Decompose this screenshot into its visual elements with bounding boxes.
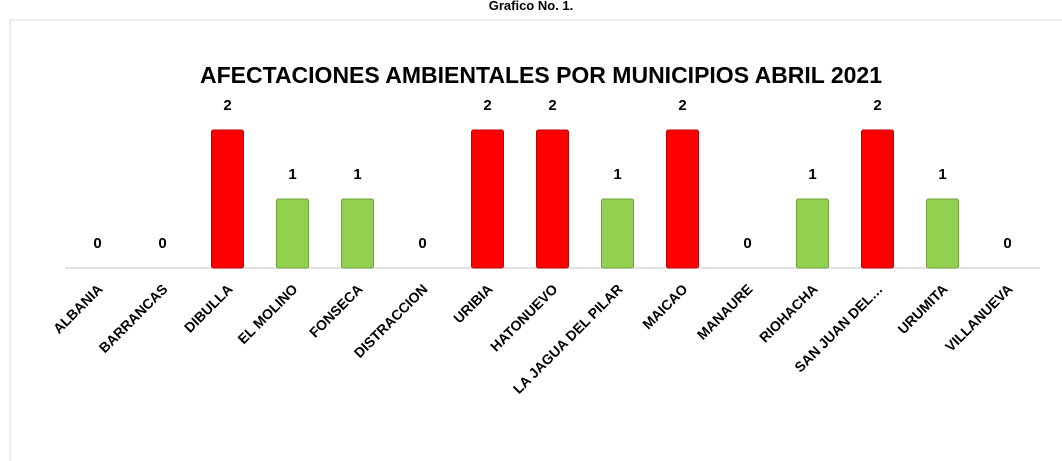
bar [601, 198, 634, 269]
bar [666, 129, 699, 269]
bar [861, 129, 894, 269]
data-label: 0 [1003, 235, 1011, 252]
x-tick-label: ALBANIA [50, 281, 106, 337]
x-tick-label: URUMITA [894, 281, 950, 337]
data-label: 0 [93, 235, 101, 252]
bar [926, 198, 959, 269]
chart-frame [9, 19, 1062, 461]
x-tick-label: VILLANUEVA [942, 281, 1016, 355]
x-tick-label: LA JAGUA DEL PILAR [510, 281, 626, 397]
bar [341, 198, 374, 269]
data-label: 2 [223, 97, 231, 114]
data-label: 1 [353, 166, 361, 183]
x-tick-label: RIOHACHA [756, 281, 821, 346]
x-tick-label: BARRANCAS [96, 281, 171, 356]
bar [536, 129, 569, 269]
x-tick-label: MANAURE [694, 281, 756, 343]
caption: Grafico No. 1. [489, 0, 574, 13]
data-label: 2 [678, 97, 686, 114]
data-label: 2 [873, 97, 881, 114]
bar [796, 198, 829, 269]
data-label: 1 [288, 166, 296, 183]
x-tick-label: URIBIA [450, 281, 495, 326]
x-tick-label: EL MOLINO [234, 281, 300, 347]
x-tick-label: HATONUEVO [487, 281, 561, 355]
data-label: 1 [808, 166, 816, 183]
chart-title: AFECTACIONES AMBIENTALES POR MUNICIPIOS … [200, 62, 882, 88]
x-tick-label: MAICAO [639, 281, 691, 333]
bar [211, 129, 244, 269]
data-label: 1 [613, 166, 621, 183]
data-label: 0 [418, 235, 426, 252]
data-label: 2 [483, 97, 491, 114]
x-tick-label: DIBULLA [181, 281, 236, 336]
x-tick-label: FONSECA [306, 281, 366, 341]
bar [471, 129, 504, 269]
data-label: 2 [548, 97, 556, 114]
data-label: 1 [938, 166, 946, 183]
data-label: 0 [743, 235, 751, 252]
bar [276, 198, 309, 269]
data-label: 0 [158, 235, 166, 252]
